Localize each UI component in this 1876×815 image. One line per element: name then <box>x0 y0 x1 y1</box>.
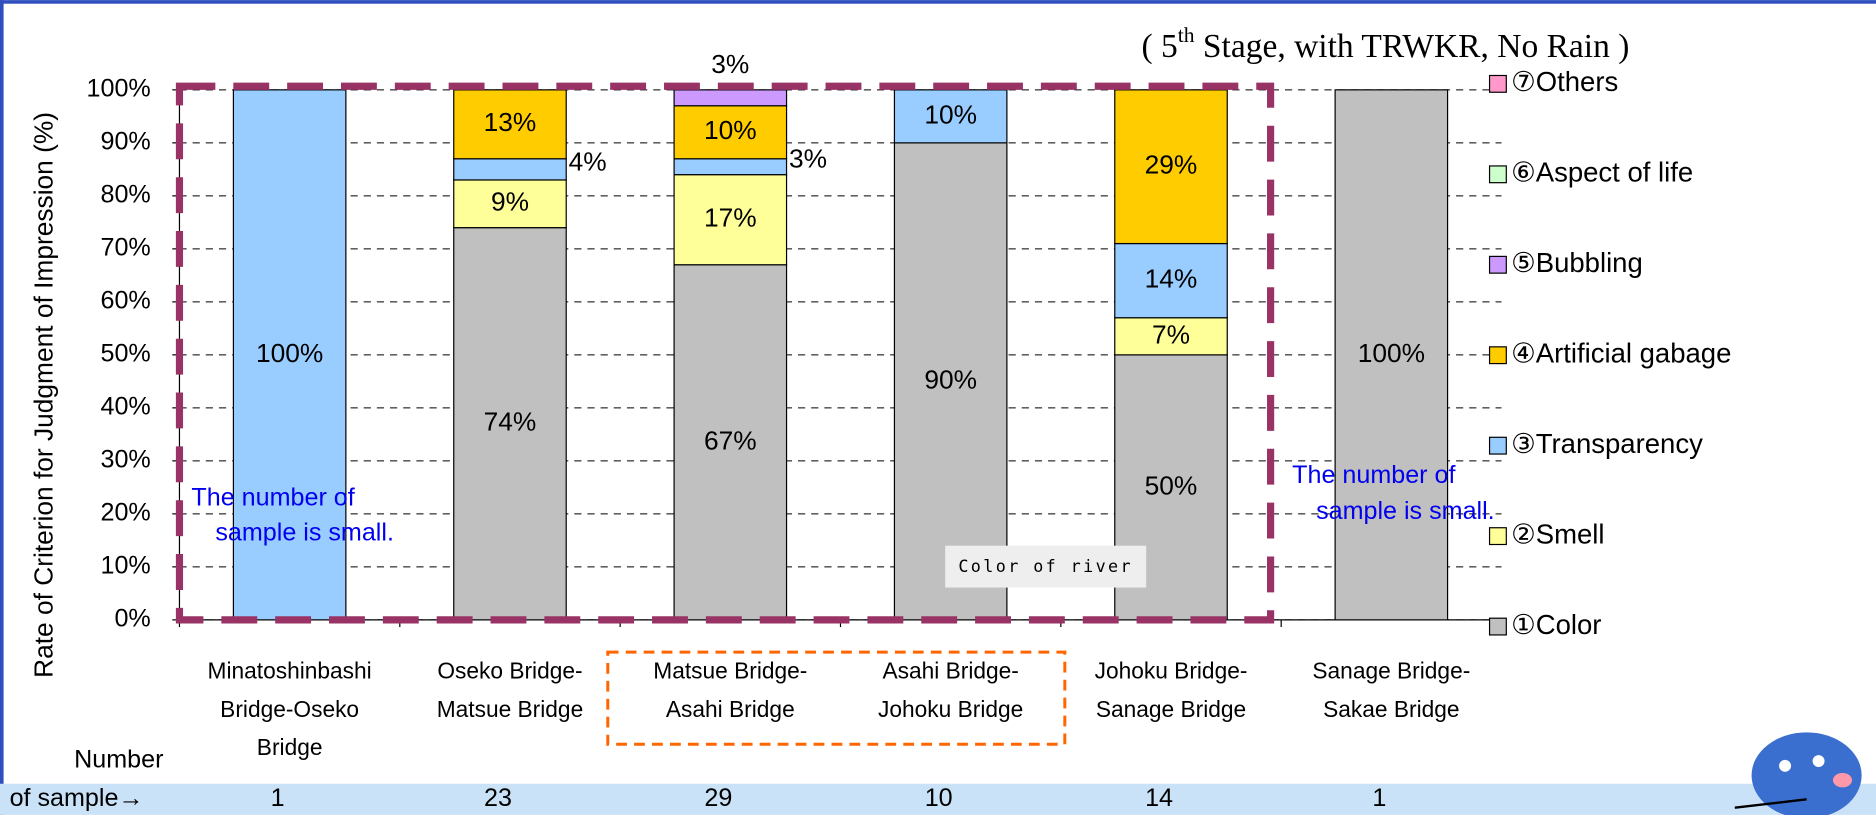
data-label: 29% <box>1145 150 1198 180</box>
chart-title: ( 5th Stage, with TRWKR, No Rain ) <box>1142 23 1630 65</box>
sample-count: 1 <box>271 784 285 812</box>
bar-segment <box>673 158 788 176</box>
sample-count: 1 <box>1372 784 1386 812</box>
annotation: sample is small. <box>215 518 394 546</box>
x-tick-label: Sakae Bridge <box>1323 696 1459 722</box>
box-label: Color of river <box>958 556 1133 576</box>
legend-label: ①Color <box>1511 609 1601 640</box>
data-label: 9% <box>491 187 529 217</box>
legend-swatch <box>1488 436 1507 455</box>
x-tick-label: Matsue Bridge <box>437 696 583 722</box>
y-axis-label: Rate of Criterion for Judgment of Impres… <box>28 112 58 678</box>
x-tick-label: Johoku Bridge <box>878 696 1023 722</box>
legend-label: ⑥Aspect of life <box>1511 157 1693 188</box>
bar-segment <box>673 89 788 107</box>
bar-segment <box>1114 317 1228 356</box>
legend-swatch <box>1488 346 1507 365</box>
y-tick-label: 70% <box>100 233 150 261</box>
bar-segment <box>232 89 347 621</box>
data-label: 17% <box>704 203 757 233</box>
y-tick-label: 60% <box>100 286 150 314</box>
bar-segment <box>893 142 1008 621</box>
legend-swatch <box>1488 165 1507 184</box>
legend-swatch <box>1488 255 1507 274</box>
legend-swatch <box>1488 74 1507 93</box>
y-tick-label: 0% <box>114 605 150 633</box>
x-tick-label: Johoku Bridge- <box>1095 658 1248 684</box>
legend-label: ④Artificial gabage <box>1511 337 1731 368</box>
y-tick-label: 80% <box>100 180 150 208</box>
legend-label: ⑤Bubbling <box>1511 247 1643 278</box>
x-tick-label: Bridge <box>257 734 323 760</box>
y-tick-label: 20% <box>100 499 150 527</box>
title-part: th <box>1178 23 1195 47</box>
sample-row-label: Number <box>74 746 163 774</box>
y-tick-label: 100% <box>87 74 151 102</box>
box-label-bg <box>945 545 1147 588</box>
data-label: 74% <box>484 407 537 437</box>
x-tick-label: Asahi Bridge <box>666 696 795 722</box>
title-part: ( 5 <box>1142 28 1178 65</box>
top-border <box>0 0 1876 4</box>
data-label: 4% <box>569 146 607 176</box>
y-tick-label: 30% <box>100 446 150 474</box>
left-border <box>0 0 4 815</box>
sample-count: 14 <box>1145 784 1173 812</box>
bar-segment <box>673 105 788 160</box>
mascot <box>1734 732 1862 815</box>
data-label: 3% <box>711 49 749 79</box>
bar-segment <box>1114 242 1228 319</box>
title-part: Stage, with TRWKR, No Rain ) <box>1195 28 1630 65</box>
sample-count: 29 <box>704 784 732 812</box>
bar-segment <box>893 89 1008 144</box>
data-label: 100% <box>256 338 323 368</box>
data-label: 50% <box>1145 470 1198 500</box>
highlight-frame <box>175 82 1275 624</box>
y-tick-label: 40% <box>100 392 150 420</box>
data-label: 67% <box>704 425 757 455</box>
y-tick-label: 90% <box>100 127 150 155</box>
data-label: 90% <box>924 364 977 394</box>
bar-segment <box>453 227 567 621</box>
x-tick-label: Matsue Bridge- <box>653 658 807 684</box>
x-tick-label: Sanage Bridge- <box>1312 658 1470 684</box>
annotation: sample is small. <box>1316 497 1495 525</box>
y-tick-label: 50% <box>100 339 150 367</box>
bar-segment <box>453 89 567 160</box>
x-tick-label: Bridge-Oseko <box>220 696 359 722</box>
data-label: 100% <box>1358 338 1425 368</box>
data-label: 10% <box>704 115 757 145</box>
data-label: 14% <box>1145 264 1198 294</box>
sample-count: 10 <box>925 784 953 812</box>
annotation: The number of <box>1292 461 1456 489</box>
legend-label: ③Transparency <box>1511 428 1703 459</box>
category-frame <box>606 650 1067 746</box>
sample-row-band <box>0 783 1876 815</box>
legend-swatch <box>1488 527 1507 546</box>
bar-segment <box>673 264 788 621</box>
x-tick-label: Asahi Bridge- <box>882 658 1018 684</box>
x-tick-label: Oseko Bridge- <box>437 658 582 684</box>
y-tick-label: 10% <box>100 552 150 580</box>
sample-count: 23 <box>484 784 512 812</box>
x-tick-label: Sanage Bridge <box>1096 696 1246 722</box>
sample-row-label: of sample→ <box>10 784 144 812</box>
annotation: The number of <box>191 484 355 512</box>
bar-segment <box>1114 89 1228 245</box>
legend-swatch <box>1488 617 1507 636</box>
legend-label: ②Smell <box>1511 518 1604 549</box>
bar-segment <box>673 174 788 266</box>
bar-segment <box>453 158 567 181</box>
data-label: 7% <box>1152 319 1190 349</box>
data-label: 3% <box>789 144 827 174</box>
data-label: 10% <box>924 99 977 129</box>
legend-label: ⑦Others <box>1511 66 1618 97</box>
x-tick-label: Minatoshinbashi <box>208 658 372 684</box>
bar-segment <box>453 179 567 229</box>
data-label: 13% <box>484 107 537 137</box>
bar-segment <box>1334 89 1449 621</box>
